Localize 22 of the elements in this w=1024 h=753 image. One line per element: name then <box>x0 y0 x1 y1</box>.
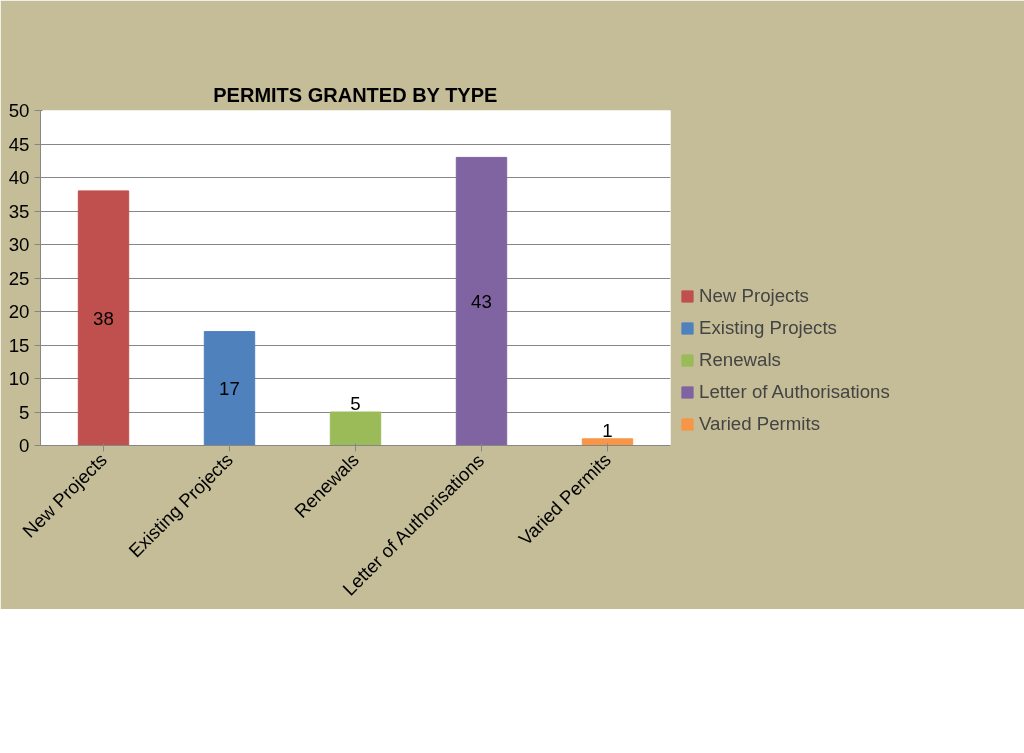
y-tick-label: 15 <box>8 334 30 356</box>
y-tick-label: 45 <box>8 133 30 155</box>
legend-label: Letter of Authorisations <box>699 381 890 403</box>
data-label: 17 <box>219 378 240 400</box>
y-tick-label: 50 <box>8 100 30 121</box>
data-label: 5 <box>350 393 361 414</box>
y-tick-label: 5 <box>19 401 30 423</box>
y-tick-label: 20 <box>8 301 30 322</box>
y-tick-label: 35 <box>8 200 30 222</box>
y-tick-label: 10 <box>8 368 30 389</box>
data-label: 43 <box>471 290 492 312</box>
y-tick-label: 25 <box>8 267 30 289</box>
chart-title: PERMITS GRANTED BY TYPE <box>213 83 498 106</box>
y-tick-label: 40 <box>8 167 30 188</box>
data-label: 38 <box>93 307 114 329</box>
legend-label: New Projects <box>699 285 809 307</box>
data-label: 1 <box>602 419 613 441</box>
legend-label: Renewals <box>699 349 781 371</box>
y-tick-label: 30 <box>8 234 30 255</box>
legend-label: Varied Permits <box>699 413 820 435</box>
y-tick-label: 0 <box>19 435 30 456</box>
legend-label: Existing Projects <box>699 317 837 339</box>
